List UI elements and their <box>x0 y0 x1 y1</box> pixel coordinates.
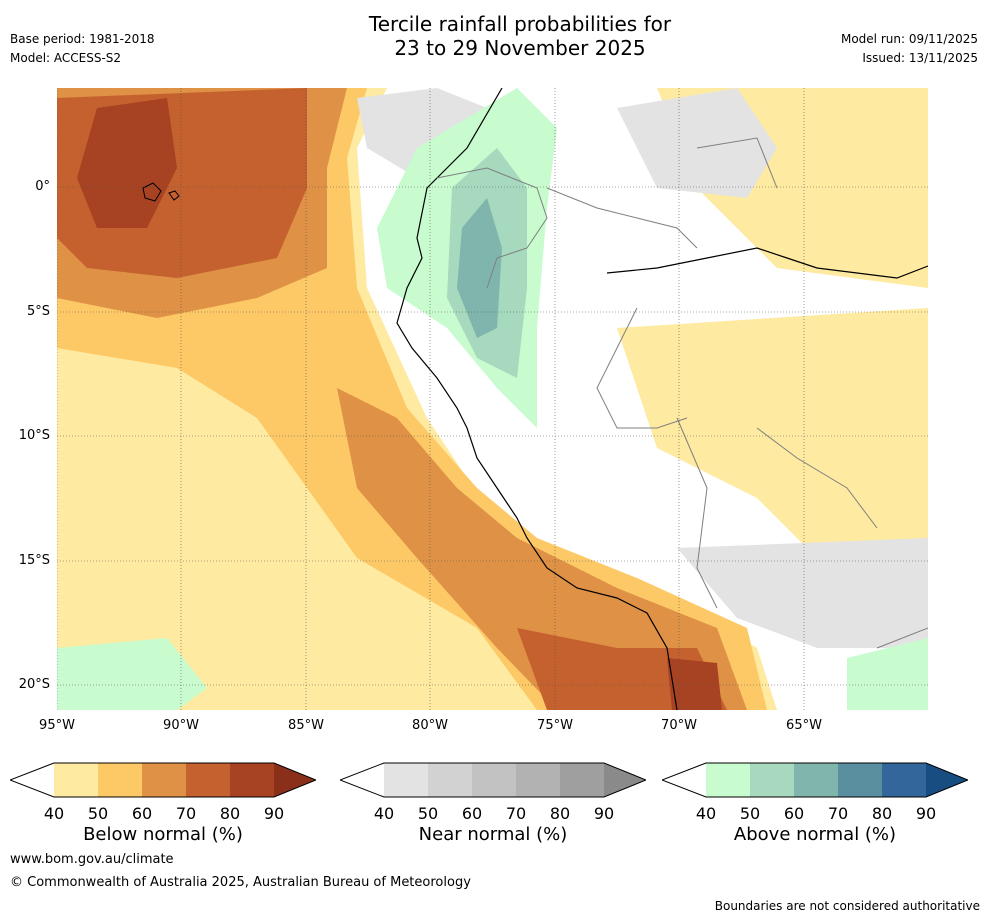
probability-map <box>57 88 928 710</box>
colorbar-near-normal-segment-4 <box>516 763 560 797</box>
above-tick-60: 60 <box>783 804 805 823</box>
lon-label-65w: 65°W <box>786 718 822 733</box>
lon-label-80w: 80°W <box>412 718 448 733</box>
near-tick-70: 70 <box>505 804 527 823</box>
colorbar-near-normal-segment-0 <box>340 763 384 797</box>
lon-label-90w: 90°W <box>163 718 199 733</box>
base-period: Base period: 1981-2018 <box>10 32 155 46</box>
below-normal-60-coast <box>337 388 747 710</box>
lat-label-10s: 10°S <box>18 428 50 443</box>
title-line-1: Tercile rainfall probabilities for <box>368 12 672 36</box>
above-tick-90: 90 <box>915 804 937 823</box>
near-normal-40-se <box>677 538 928 648</box>
near-tick-50: 50 <box>417 804 439 823</box>
gridlines <box>57 88 928 710</box>
lon-label-85w: 85°W <box>288 718 324 733</box>
title-line-2: 23 to 29 November 2025 <box>394 36 646 60</box>
above-tick-40: 40 <box>695 804 717 823</box>
colorbar-near-normal-segment-5 <box>560 763 604 797</box>
colorbar-below-normal-segment-0 <box>10 763 54 797</box>
above-normal-40-se <box>847 638 928 710</box>
colorbar-near-normal: 40 50 60 70 80 90 Near normal (%) <box>338 762 648 845</box>
below-tick-80: 80 <box>219 804 241 823</box>
below-normal-40-region-east <box>617 308 928 568</box>
map-canvas <box>57 88 928 710</box>
colorbar-near-normal-segment-1 <box>384 763 428 797</box>
below-normal-80-region <box>77 98 177 228</box>
colorbar-above-normal-segment-6 <box>926 763 968 797</box>
boundaries-disclaimer: Boundaries are not considered authoritat… <box>714 899 980 913</box>
chart-title: Tercile rainfall probabilities for 23 to… <box>0 12 988 60</box>
colorbar-near-normal-segment-6 <box>604 763 646 797</box>
near-tick-90: 90 <box>593 804 615 823</box>
colorbar-above-normal-segment-0 <box>662 763 706 797</box>
above-normal-60-region <box>457 198 502 338</box>
lat-label-15s: 15°S <box>18 553 50 568</box>
colorbar-above-normal-bar <box>660 762 970 798</box>
below-normal-label: Below normal (%) <box>83 824 243 845</box>
galapagos-islands <box>142 182 180 202</box>
colorbar-near-normal-segment-3 <box>472 763 516 797</box>
lon-label-70w: 70°W <box>661 718 697 733</box>
colorbar-below-normal-segment-6 <box>274 763 316 797</box>
colorbar-above-normal-segment-3 <box>794 763 838 797</box>
colorbar-below-normal: 40 50 60 70 80 90 Below normal (%) <box>8 762 318 845</box>
colorbar-above-normal-segment-1 <box>706 763 750 797</box>
lat-label-5s: 5°S <box>26 304 50 319</box>
above-normal-40-sw <box>57 638 207 710</box>
above-tick-80: 80 <box>871 804 893 823</box>
issued-date: Issued: 13/11/2025 <box>862 51 978 65</box>
amazon-coastline <box>606 247 928 279</box>
near-tick-80: 80 <box>549 804 571 823</box>
footer-copyright: © Commonwealth of Australia 2025, Austra… <box>10 875 471 890</box>
colorbar-above-normal: 40 50 60 70 80 90 Above normal (%) <box>660 762 970 845</box>
colorbar-below-normal-segment-3 <box>142 763 186 797</box>
below-normal-80-south <box>667 658 722 710</box>
below-tick-70: 70 <box>175 804 197 823</box>
below-tick-50: 50 <box>87 804 109 823</box>
below-tick-40: 40 <box>43 804 65 823</box>
near-tick-40: 40 <box>373 804 395 823</box>
below-tick-90: 90 <box>263 804 285 823</box>
colorbar-below-normal-segment-5 <box>230 763 274 797</box>
lon-label-95w: 95°W <box>39 718 75 733</box>
near-normal-40-ne <box>617 88 777 198</box>
lat-label-0: 0° <box>35 179 50 194</box>
model-name: Model: ACCESS-S2 <box>10 51 122 65</box>
lat-label-20s: 20°S <box>18 677 50 692</box>
below-tick-60: 60 <box>131 804 153 823</box>
footer-url[interactable]: www.bom.gov.au/climate <box>10 852 174 867</box>
colorbar-near-normal-segment-2 <box>428 763 472 797</box>
near-tick-60: 60 <box>461 804 483 823</box>
colorbar-above-normal-segment-4 <box>838 763 882 797</box>
near-normal-label: Near normal (%) <box>418 824 568 845</box>
colorbar-above-normal-segment-2 <box>750 763 794 797</box>
colorbar-below-normal-segment-1 <box>54 763 98 797</box>
coastline <box>396 88 678 710</box>
colorbar-below-normal-bar <box>8 762 318 798</box>
lon-label-75w: 75°W <box>537 718 573 733</box>
above-tick-50: 50 <box>739 804 761 823</box>
above-normal-label: Above normal (%) <box>733 824 897 845</box>
colorbar-below-normal-segment-4 <box>186 763 230 797</box>
country-borders <box>436 137 928 649</box>
above-tick-70: 70 <box>827 804 849 823</box>
colorbar-below-normal-segment-2 <box>98 763 142 797</box>
colorbar-near-normal-bar <box>338 762 648 798</box>
colorbar-above-normal-segment-5 <box>882 763 926 797</box>
model-run: Model run: 09/11/2025 <box>840 32 978 46</box>
